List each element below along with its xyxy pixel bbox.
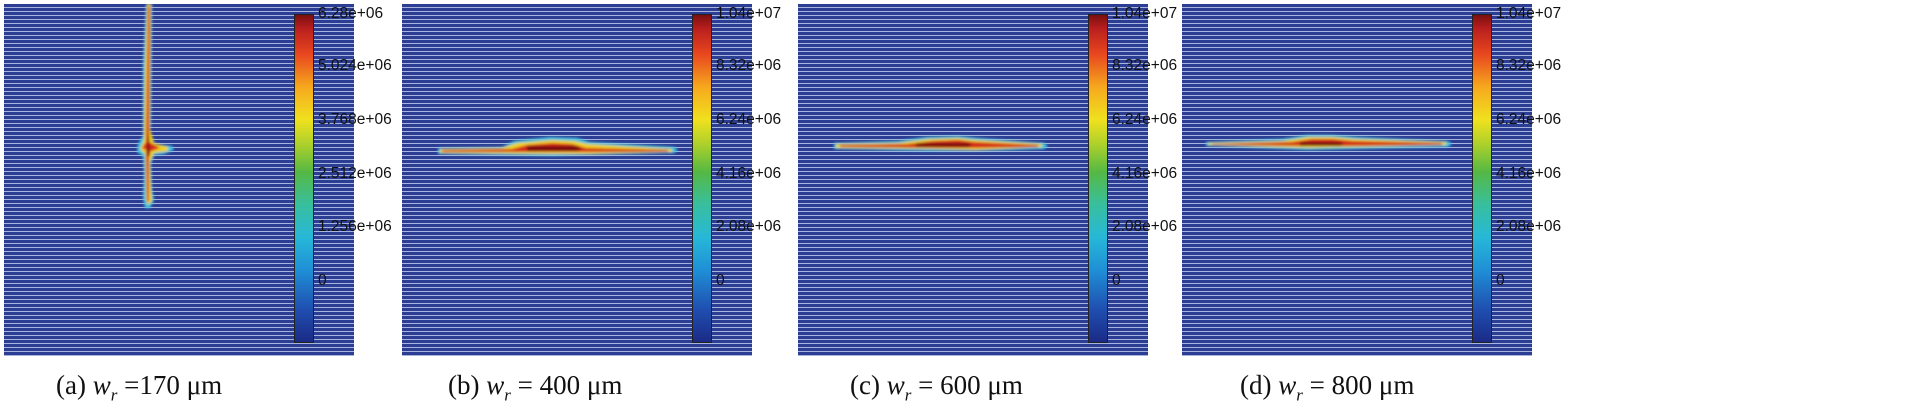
caption-value: 170 (139, 370, 180, 400)
equals-sign: = (1309, 370, 1325, 400)
caption-value: 800 (1331, 370, 1373, 400)
colorbar-tick: 1.04e+07 (1496, 5, 1562, 22)
colorbar-tick: 0 (1112, 272, 1121, 289)
panel-c: 1.04e+07 8.32e+06 6.24e+06 4.16e+06 2.08… (794, 0, 1274, 411)
w-symbol: wr (486, 370, 511, 405)
crack-pattern-b (438, 137, 678, 156)
colorbar-tick: 4.16e+06 (1112, 165, 1178, 182)
w-symbol: wr (1278, 370, 1303, 405)
colorbar-tick: 0 (716, 272, 725, 289)
colorbar-tick: 8.32e+06 (716, 57, 782, 74)
colorbar-tick: 0 (1496, 272, 1505, 289)
crack-pattern-d (1206, 135, 1452, 150)
panel-d: 1.04e+07 8.32e+06 6.24e+06 4.16e+06 2.08… (1178, 0, 1658, 411)
caption-value: 600 (940, 370, 981, 400)
colorbar-tick: 1.04e+07 (716, 5, 782, 22)
caption-unit: μm (1378, 370, 1415, 400)
caption-b: (b) wr = 400 μm (448, 370, 622, 405)
colorbar-c (1088, 14, 1108, 343)
equals-sign: = (124, 370, 140, 400)
caption-unit: μm (186, 370, 223, 400)
colorbar-tick: 6.24e+06 (1496, 111, 1562, 128)
caption-d: (d) wr = 800 μm (1240, 370, 1414, 405)
colorbar-tick: 8.32e+06 (1112, 57, 1178, 74)
colorbar-tick: 8.32e+06 (1496, 57, 1562, 74)
crack-pattern-a (137, 4, 174, 208)
caption-label: (b) (448, 370, 480, 400)
colorbar-tick: 2.08e+06 (1496, 218, 1562, 235)
colorbar-tick: 0 (318, 272, 327, 289)
panel-b: 1.04e+07 8.32e+06 6.24e+06 4.16e+06 2.08… (398, 0, 878, 411)
caption-unit: μm (586, 370, 623, 400)
caption-unit: μm (987, 370, 1023, 400)
colorbar-tick: 2.512e+06 (318, 165, 392, 182)
caption-c: (c) wr = 600 μm (850, 370, 1023, 405)
colorbar-tick: 4.16e+06 (716, 165, 782, 182)
equals-sign: = (517, 370, 533, 400)
colorbar-tick: 3.768e+06 (318, 111, 392, 128)
colorbar-tick: 1.04e+07 (1112, 5, 1178, 22)
colorbar-tick: 2.08e+06 (1112, 218, 1178, 235)
colorbar-d (1472, 14, 1492, 343)
caption-value: 400 (539, 370, 581, 400)
colorbar-tick: 2.08e+06 (716, 218, 782, 235)
colorbar-b (692, 14, 712, 343)
colorbar-a (294, 14, 314, 343)
caption-label: (c) (850, 370, 880, 400)
w-symbol: wr (92, 370, 118, 405)
caption-label: (a) (56, 370, 86, 400)
equals-sign: = (918, 370, 934, 400)
caption-label: (d) (1240, 370, 1272, 400)
crack-pattern-c (834, 136, 1048, 151)
colorbar-tick: 5.024e+06 (318, 57, 392, 74)
panel-a: 6.28e+06 5.024e+06 3.768e+06 2.512e+06 1… (0, 0, 480, 411)
colorbar-tick: 1.256e+06 (318, 218, 392, 235)
colorbar-tick: 6.24e+06 (716, 111, 782, 128)
colorbar-tick: 4.16e+06 (1496, 165, 1562, 182)
caption-a: (a) wr =170 μm (56, 370, 222, 405)
w-symbol: wr (886, 370, 912, 405)
colorbar-tick: 6.24e+06 (1112, 111, 1178, 128)
colorbar-tick: 6.28e+06 (318, 5, 384, 22)
